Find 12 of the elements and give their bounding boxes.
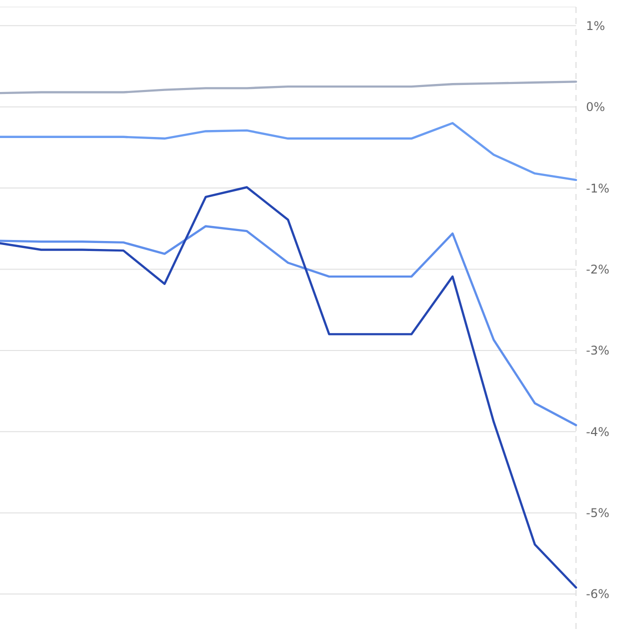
y-tick-label: -5% <box>586 506 610 520</box>
line-series <box>0 122 578 182</box>
line-series <box>0 225 578 426</box>
y-tick-label: -2% <box>586 262 610 276</box>
y-tick-label: -3% <box>586 344 610 358</box>
y-tick-label: 0% <box>586 100 606 114</box>
y-tick-label: -4% <box>586 424 610 439</box>
y-tick-label: -1% <box>586 181 610 196</box>
y-tick-label: -6% <box>586 587 610 602</box>
y-tick-label: 1% <box>586 18 606 33</box>
line-series <box>0 186 578 589</box>
line-series <box>0 80 578 94</box>
